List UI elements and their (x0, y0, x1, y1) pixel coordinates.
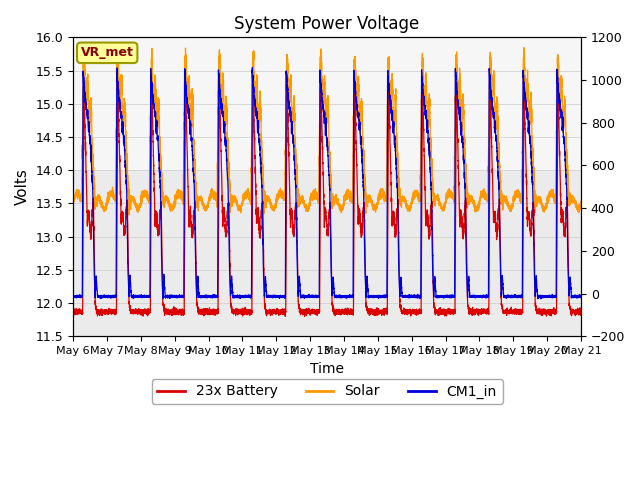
X-axis label: Time: Time (310, 361, 344, 376)
Bar (73, 37, 581, 170)
Text: VR_met: VR_met (81, 46, 134, 60)
Title: System Power Voltage: System Power Voltage (234, 15, 420, 33)
Y-axis label: Volts: Volts (15, 168, 30, 205)
Legend: 23x Battery, Solar, CM1_in: 23x Battery, Solar, CM1_in (152, 379, 502, 404)
